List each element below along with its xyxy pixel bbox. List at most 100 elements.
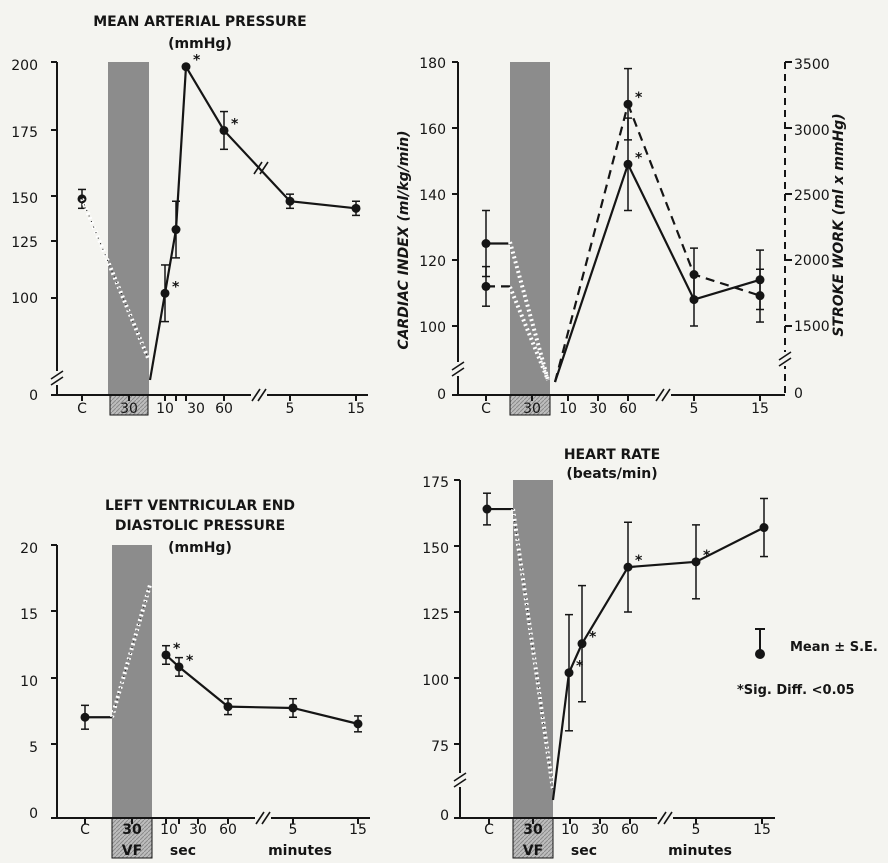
axis-break-icon xyxy=(453,772,467,788)
y-tick-label: 75 xyxy=(431,739,449,755)
y2-tick-label: 2000 xyxy=(794,253,830,269)
data-point xyxy=(353,719,363,729)
lvedp-title-2: DIASTOLIC PRESSURE xyxy=(115,518,285,534)
data-point xyxy=(223,702,233,712)
legend: Mean ± S.E. *Sig. Diff. <0.05 xyxy=(737,628,878,698)
minutes-group-label: minutes xyxy=(668,843,732,859)
axis-break-icon xyxy=(778,351,792,367)
axis-break-icon xyxy=(251,388,267,402)
x-tick-label: 60 xyxy=(215,401,233,417)
data-point xyxy=(171,225,181,235)
map-subtitle: (mmHg) xyxy=(168,36,232,52)
x-tick-label: 30 xyxy=(187,401,205,417)
x-tick-label: 15 xyxy=(349,822,367,838)
y-tick-label: 175 xyxy=(11,125,38,141)
hr-tick-labels: 175 150 125 100 75 0 C 30 10 30 60 5 15 … xyxy=(422,475,771,859)
significance-marker: * xyxy=(193,53,201,69)
x-tick-label: 5 xyxy=(692,822,701,838)
axis-break-gap xyxy=(778,352,792,366)
axis-break-icon xyxy=(655,388,671,402)
hr-data: * * * * xyxy=(482,492,769,801)
x-tick-label: 15 xyxy=(751,401,769,417)
data-point xyxy=(181,62,191,72)
axis-break-icon xyxy=(451,361,465,377)
y2-tick-label: 0 xyxy=(794,386,803,402)
axis-break-gap xyxy=(251,388,267,402)
ci-tick-labels: 180 160 140 120 100 0 3500 3000 2500 200… xyxy=(419,56,829,417)
y-tick-label: 200 xyxy=(11,58,38,74)
data-point xyxy=(481,239,491,248)
y-tick-label: 125 xyxy=(422,607,449,623)
vf-group-label: VF xyxy=(523,843,543,859)
y-tick-label: 180 xyxy=(419,56,446,72)
series-line xyxy=(553,163,630,383)
lvedp-panel: LEFT VENTRICULAR END DIASTOLIC PRESSURE … xyxy=(20,498,370,859)
y-tick-label: 0 xyxy=(440,808,449,824)
y-tick-label: 100 xyxy=(422,673,449,689)
map-data: * * * xyxy=(77,53,361,381)
data-point xyxy=(689,270,699,280)
lvedp-vf-band xyxy=(112,545,152,818)
y-tick-label: 150 xyxy=(422,541,449,557)
data-point xyxy=(482,504,492,514)
sec-group-label: sec xyxy=(571,843,597,859)
x-tick-label: 10 xyxy=(561,822,579,838)
x-tick-label: 10 xyxy=(156,401,174,417)
x-tick-label: C xyxy=(481,401,491,417)
y-tick-label: 120 xyxy=(419,254,446,270)
heart-rate-panel: HEART RATE (beats/min) *** * 175 150 125 … xyxy=(422,447,878,859)
x-tick-label: 10 xyxy=(160,822,178,838)
y-tick-label: 100 xyxy=(11,291,38,307)
data-point xyxy=(219,125,229,135)
data-point xyxy=(759,523,769,533)
x-tick-label: 10 xyxy=(559,401,577,417)
vf-dotted-line xyxy=(80,198,150,359)
vf-group-label: VF xyxy=(122,843,142,859)
data-point xyxy=(623,562,633,572)
data-point xyxy=(174,662,184,672)
ci-data: ** xyxy=(481,67,765,383)
y-tick-label: 15 xyxy=(20,607,38,623)
lvedp-vf-box xyxy=(111,817,153,859)
y-tick-label: 150 xyxy=(11,191,38,207)
data-point xyxy=(285,196,295,206)
lvedp-title: LEFT VENTRICULAR END xyxy=(105,498,295,514)
vf-dotted-line xyxy=(508,286,550,381)
vf-dotted-line xyxy=(511,508,555,791)
axis-break-gap xyxy=(657,811,673,825)
axis-break-icon xyxy=(50,370,64,386)
significance-marker: * xyxy=(576,659,584,675)
axis-break-icon xyxy=(255,811,271,825)
x-tick-label: 60 xyxy=(619,401,637,417)
y2-tick-label: 2500 xyxy=(794,188,830,204)
map-title: MEAN ARTERIAL PRESSURE xyxy=(93,14,307,30)
vf-dotted-line xyxy=(508,241,550,381)
hr-subtitle: (beats/min) xyxy=(566,466,657,482)
hr-title: HEART RATE xyxy=(564,447,660,463)
map-vf-band xyxy=(108,62,149,395)
x-tick-label: 30 xyxy=(122,822,142,838)
y2-tick-label: 3500 xyxy=(794,57,830,73)
x-tick-label: 30 xyxy=(591,822,609,838)
mean-arterial-pressure-panel: MEAN ARTERIAL PRESSURE (mmHg) * * * 200 17… xyxy=(11,14,368,417)
data-point xyxy=(577,639,587,649)
y-tick-label: 100 xyxy=(419,320,446,336)
x-tick-label: 30 xyxy=(523,822,543,838)
series-line xyxy=(148,293,167,381)
data-point xyxy=(80,712,90,722)
ci-axes xyxy=(451,61,792,402)
axis-break-gap xyxy=(453,773,467,787)
series-line xyxy=(567,526,765,674)
y-tick-label: 0 xyxy=(29,388,38,404)
axis-break-gap xyxy=(451,362,465,376)
lvedp-subtitle: (mmHg) xyxy=(168,540,232,556)
x-tick-label: 5 xyxy=(286,401,295,417)
y-tick-label: 175 xyxy=(422,475,449,491)
data-point xyxy=(351,203,361,213)
x-tick-label: 30 xyxy=(120,401,138,417)
y-tick-label: 20 xyxy=(20,541,38,557)
lvedp-tick-labels: 20 15 10 5 0 C 30 10 30 60 5 15 VF sec m… xyxy=(20,541,367,859)
significance-marker: * xyxy=(589,630,597,646)
x-tick-label: C xyxy=(484,822,494,838)
